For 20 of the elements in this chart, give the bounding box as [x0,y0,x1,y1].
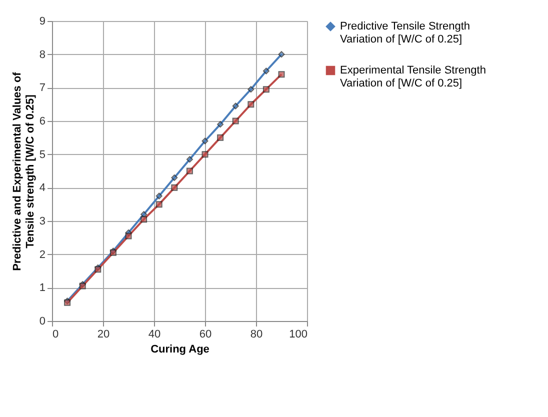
y-tick-label: 9 [39,16,46,28]
x-tick-label: 80 [250,328,263,340]
y-tick-label: 3 [39,216,46,228]
y-tick-label: 6 [39,116,46,128]
y-tick-label: 8 [39,48,46,61]
y-tick-label: 5 [39,148,46,161]
y-tick-label: 7 [39,82,46,94]
x-tick-label: 0 [52,328,59,340]
legend-label: Predictive Tensile Strength Variation of [W/C of 0.25] [340,20,470,46]
x-tick-label: 100 [289,328,308,340]
y-tick-label: 1 [39,282,46,294]
y-tick-label: 4 [39,182,46,194]
x-tick-label: 20 [97,328,110,340]
x-tick-label: 60 [199,328,212,340]
legend-label: Experimental Tensile Strength Variation of [W/C of 0.25] [340,64,486,90]
y-tick-label: 2 [39,248,46,261]
y-axis-title: Predictive and Experimental Values of Tensile strength [W/C of 0.25] [11,72,36,271]
y-tick-label: 0 [39,316,46,328]
x-axis-title: Curing Age [150,344,210,356]
x-tick-label: 40 [148,328,161,340]
